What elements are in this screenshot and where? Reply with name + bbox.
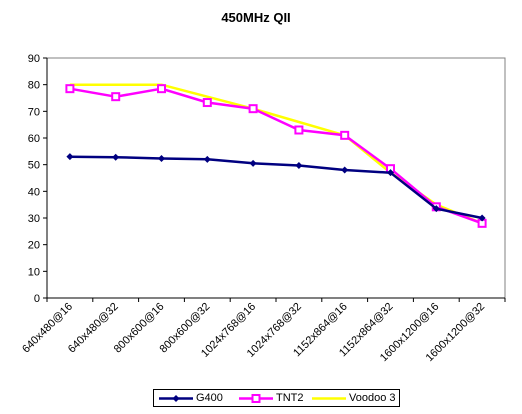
series-layer: [65, 83, 487, 228]
plot-area: [46, 57, 506, 299]
y-tick-label: 90: [28, 53, 40, 65]
data-point-tnt2: [248, 104, 258, 114]
data-point-tnt2: [111, 92, 121, 102]
data-point-g400: [432, 205, 440, 213]
series-line-g400: [69, 155, 483, 220]
data-point-g400: [203, 155, 211, 163]
y-tick-label: 40: [28, 186, 40, 198]
series-line-tnt2: [69, 87, 483, 225]
data-point-tnt2: [157, 84, 166, 94]
y-tick-label: 20: [28, 240, 40, 252]
data-point-g400: [387, 169, 394, 177]
y-tick-label: 70: [28, 106, 40, 118]
chart-title: 450MHz QII: [221, 10, 290, 25]
data-point-g400: [249, 159, 257, 167]
y-tick-label: 0: [34, 293, 40, 305]
data-point-tnt2: [65, 84, 75, 94]
data-point-g400: [158, 155, 165, 163]
legend-label-g400: G400: [196, 392, 223, 404]
data-point-g400: [66, 153, 74, 161]
data-point-g400: [295, 161, 303, 169]
data-point-g400: [112, 153, 120, 161]
legend-label-tnt2: TNT2: [276, 392, 304, 404]
y-tick-label: 80: [28, 80, 40, 92]
y-tick-label: 60: [28, 133, 40, 145]
y-tick-label: 30: [28, 213, 40, 225]
data-point-tnt2: [202, 98, 212, 108]
data-point-g400: [341, 166, 349, 174]
data-point-tnt2: [340, 130, 350, 140]
legend-swatch-g400: [159, 395, 193, 402]
y-tick-label: 50: [28, 160, 40, 172]
y-tick-label: 10: [28, 266, 40, 278]
legend-swatch-voodoo-3: [312, 397, 346, 400]
legend: G400 TNT2 Voodoo 3: [153, 389, 400, 407]
legend-label-voodoo-3: Voodoo 3: [349, 392, 396, 404]
legend-swatch-tnt2: [239, 394, 273, 403]
data-point-g400: [478, 214, 486, 222]
data-point-tnt2: [294, 125, 304, 135]
